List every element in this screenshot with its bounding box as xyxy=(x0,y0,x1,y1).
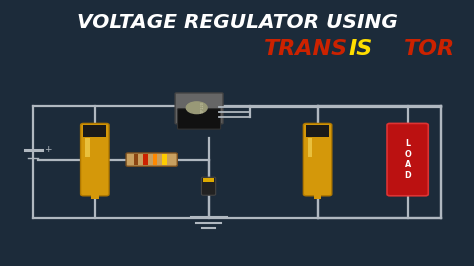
Circle shape xyxy=(186,102,207,114)
Text: +: + xyxy=(44,145,51,154)
Text: TOR: TOR xyxy=(404,39,455,59)
Bar xyxy=(85,138,90,157)
FancyBboxPatch shape xyxy=(126,153,177,166)
Bar xyxy=(162,154,167,165)
FancyBboxPatch shape xyxy=(387,123,428,196)
FancyBboxPatch shape xyxy=(303,123,332,196)
Bar xyxy=(153,154,157,165)
Bar xyxy=(308,138,312,157)
Text: VOLTAGE REGULATOR USING: VOLTAGE REGULATOR USING xyxy=(77,13,397,32)
FancyBboxPatch shape xyxy=(81,123,109,196)
Text: L
O
A
D: L O A D xyxy=(404,139,411,180)
FancyBboxPatch shape xyxy=(177,109,221,129)
Bar xyxy=(314,193,321,199)
Bar xyxy=(143,154,148,165)
Bar xyxy=(306,125,329,137)
Bar xyxy=(203,178,214,182)
FancyBboxPatch shape xyxy=(201,177,216,195)
Text: TRANS: TRANS xyxy=(264,39,348,59)
Text: IS: IS xyxy=(348,39,373,59)
Bar xyxy=(91,193,99,199)
Bar xyxy=(83,125,106,137)
Text: TIP120: TIP120 xyxy=(201,102,205,114)
Bar xyxy=(134,154,138,165)
FancyBboxPatch shape xyxy=(175,93,223,124)
